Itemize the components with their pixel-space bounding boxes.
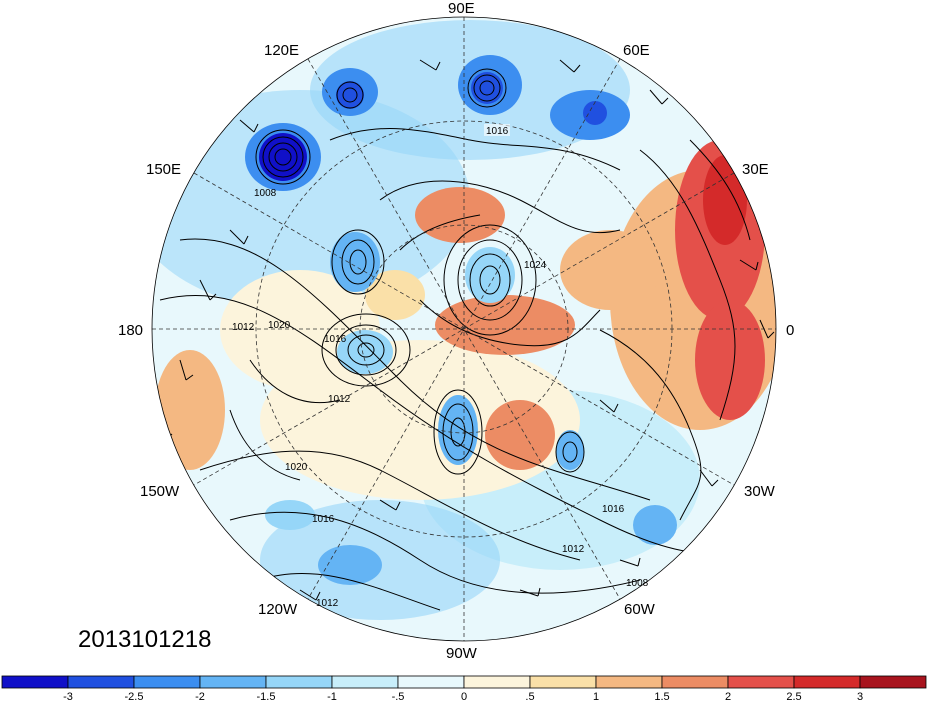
- date-label: 2013101218: [78, 626, 211, 653]
- lon-label-30e: 30E: [742, 161, 769, 178]
- colorbar-swatch: [1, 675, 69, 689]
- colorbar-swatch: [463, 675, 531, 689]
- colorbar-tick-label: 1.5: [654, 691, 669, 702]
- contour-label: 1016: [602, 504, 625, 515]
- contour-label: 1016: [312, 514, 335, 525]
- contour-label: 1012: [328, 394, 351, 405]
- anomaly-shading: [152, 17, 776, 641]
- lon-label-120w: 120W: [258, 601, 298, 618]
- colorbar-tick-label: 3: [857, 691, 863, 702]
- colorbar: -3 -2.5 -2 -1.5 -1 -.5 0 .5 1 1.5 2 2.5 3: [1, 675, 927, 702]
- colorbar-tick-label: 0: [461, 691, 467, 702]
- contour-label: 1008: [254, 188, 277, 199]
- map-boundary: [151, 16, 777, 642]
- colorbar-swatch: [67, 675, 135, 689]
- colorbar-swatch: [265, 675, 333, 689]
- contour-labels: 1016 1008 1024 1012 1020 1016 1012 1020 …: [232, 124, 649, 609]
- colorbar-swatch: [331, 675, 399, 689]
- colorbar-tick-label: .5: [525, 691, 534, 702]
- colorbar-tick-label: 2: [725, 691, 731, 702]
- colorbar-tick-label: -3: [63, 691, 73, 702]
- lon-label-0: 0: [786, 322, 794, 339]
- colorbar-tick-label: -.5: [392, 691, 405, 702]
- lon-label-90e: 90E: [448, 0, 475, 17]
- colorbar-tick-label: -2: [195, 691, 205, 702]
- contour-label: 1016: [486, 126, 509, 137]
- contour-label: 1012: [316, 598, 339, 609]
- contour-label: 1016: [324, 334, 347, 345]
- lon-label-180: 180: [118, 322, 143, 339]
- contour-label: 1008: [626, 578, 649, 589]
- isobar-contours: [159, 68, 761, 611]
- longitude-labels: 90E 60E 120E 30E 150E 180 0 150W 30W 120…: [118, 0, 794, 662]
- lon-label-60w: 60W: [624, 601, 656, 618]
- contour-label: 1024: [524, 260, 547, 271]
- lon-label-30w: 30W: [744, 483, 776, 500]
- colorbar-swatch: [859, 675, 927, 689]
- contour-label: 1020: [268, 320, 291, 331]
- colorbar-swatch: [793, 675, 861, 689]
- lon-label-150e: 150E: [146, 161, 181, 178]
- contour-label: 1012: [562, 544, 585, 555]
- colorbar-swatch: [727, 675, 795, 689]
- contour-label: 1012: [232, 322, 255, 333]
- colorbar-swatch: [529, 675, 597, 689]
- colorbar-swatch: [397, 675, 465, 689]
- contour-label: 1020: [285, 462, 308, 473]
- colorbar-swatch: [661, 675, 729, 689]
- colorbar-swatch: [133, 675, 201, 689]
- colorbar-tick-label: -1: [327, 691, 337, 702]
- colorbar-tick-label: -2.5: [125, 691, 144, 702]
- colorbar-tick-label: 2.5: [786, 691, 801, 702]
- lon-label-60e: 60E: [623, 42, 650, 59]
- lon-label-90w: 90W: [446, 645, 478, 662]
- colorbar-swatch: [199, 675, 267, 689]
- meridian-grid: [152, 17, 776, 641]
- colorbar-tick-label: -1.5: [257, 691, 276, 702]
- lon-label-120e: 120E: [264, 42, 299, 59]
- colorbar-swatch: [595, 675, 663, 689]
- lon-label-150w: 150W: [140, 483, 180, 500]
- colorbar-tick-label: 1: [593, 691, 599, 702]
